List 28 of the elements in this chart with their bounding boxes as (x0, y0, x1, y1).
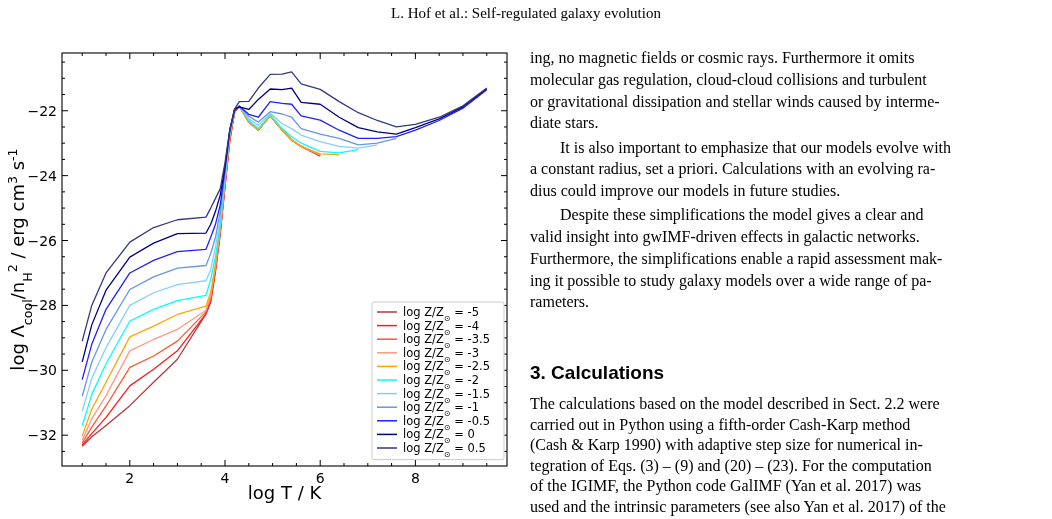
text: of the IGIMF, the Python code GalIMF (Yan et al. 2017) was (530, 477, 922, 496)
text: tegration of Eqs. (3) – (9) and (20) – (23). For the computation (530, 456, 932, 475)
text: (Cash & Karp 1990) with adaptive step size for numerical in- (530, 436, 923, 455)
text: a constant radius, set a priori. Calculations with an evolving ra- (530, 160, 936, 179)
text: Furthermore, the simplifications enable a rapid assessment mak- (530, 249, 943, 268)
text: ing, no magnetic fields or cosmic rays. Furthermore it omits (530, 49, 915, 67)
y-tick-label: −32 (27, 427, 57, 444)
text: molecular gas regulation, cloud-cloud collisions and turbulent (530, 70, 928, 89)
text: used and the intrinsic parameters (see also Yan et al. 2017) of the (530, 498, 946, 516)
y-tick-label: −30 (27, 362, 57, 379)
x-tick-label: 2 (125, 470, 135, 486)
text: The calculations based on the model described in Sect. 2.2 were (530, 395, 940, 412)
text: rameters. (530, 293, 590, 311)
text: valid insight into gwIMF-driven effects in galactic networks. (530, 228, 920, 246)
text: It is also important to emphasize that our models evolve with (560, 138, 952, 157)
y-tick-label: −22 (27, 102, 57, 119)
y-tick-label: −26 (27, 232, 58, 249)
text: or gravitational dissipation and stellar winds caused by interme- (530, 92, 940, 111)
x-tick-label: 8 (410, 470, 420, 486)
text: ing it possible to study galaxy models over a wide range of pa- (530, 271, 932, 290)
text: carried out in Python using a fifth-order Cash-Karp method (530, 415, 911, 434)
text: diate stars. (530, 114, 599, 132)
y-tick-label: −24 (27, 167, 58, 184)
x-tick-label: 4 (220, 470, 230, 486)
text: 3. Calculations (530, 362, 665, 383)
text: L. Hof et al.: Self-regulated galaxy evolution (391, 5, 662, 21)
text: dius could improve our models in future studies. (530, 182, 841, 201)
text: Despite these simplifications the model gives a clear and (560, 206, 924, 225)
